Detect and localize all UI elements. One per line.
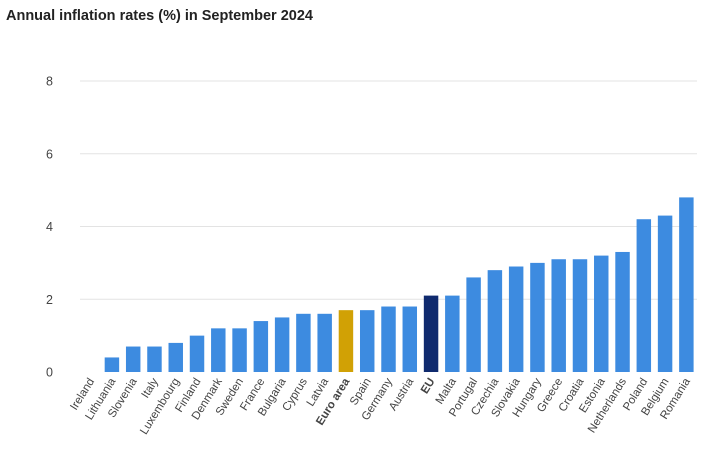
y-tick-label-6: 6 bbox=[46, 147, 53, 161]
chart-title: Annual inflation rates (%) in September … bbox=[6, 8, 313, 24]
bar-portugal bbox=[466, 277, 481, 372]
bar-croatia bbox=[572, 259, 588, 372]
bar-finland bbox=[189, 335, 205, 373]
y-tick-label-2: 2 bbox=[46, 293, 53, 307]
bar-netherlands bbox=[615, 251, 630, 372]
bar-poland bbox=[636, 219, 652, 372]
bar-eu bbox=[423, 295, 439, 372]
y-tick-label-8: 8 bbox=[46, 75, 53, 89]
bar-belgium bbox=[657, 215, 673, 372]
bar-slovakia bbox=[508, 266, 524, 372]
bar-austria bbox=[402, 306, 418, 372]
bar-czechia bbox=[487, 270, 503, 372]
bar-france bbox=[253, 321, 269, 372]
bar-spain bbox=[359, 310, 375, 372]
bar-slovenia bbox=[125, 346, 141, 372]
bar-latvia bbox=[317, 313, 332, 372]
bar-malta bbox=[445, 295, 460, 372]
bar-germany bbox=[381, 306, 396, 372]
bar-luxembourg bbox=[168, 342, 183, 372]
bar-cyprus bbox=[296, 313, 311, 372]
bar-italy bbox=[147, 346, 162, 372]
bar-euro-area bbox=[338, 310, 354, 372]
bar-lithuania bbox=[104, 357, 120, 372]
x-tick-label-eu: EU bbox=[419, 376, 438, 396]
bar-hungary bbox=[530, 262, 545, 373]
bar-greece bbox=[551, 259, 566, 372]
x-tick-label-italy: Italy bbox=[140, 376, 161, 400]
y-tick-label-0: 0 bbox=[46, 366, 53, 380]
bar-bulgaria bbox=[274, 317, 290, 372]
y-tick-label-4: 4 bbox=[46, 220, 53, 234]
bar-estonia bbox=[594, 255, 609, 372]
bar-denmark bbox=[211, 328, 226, 372]
bar-romania bbox=[679, 197, 694, 372]
bar-sweden bbox=[232, 328, 247, 372]
